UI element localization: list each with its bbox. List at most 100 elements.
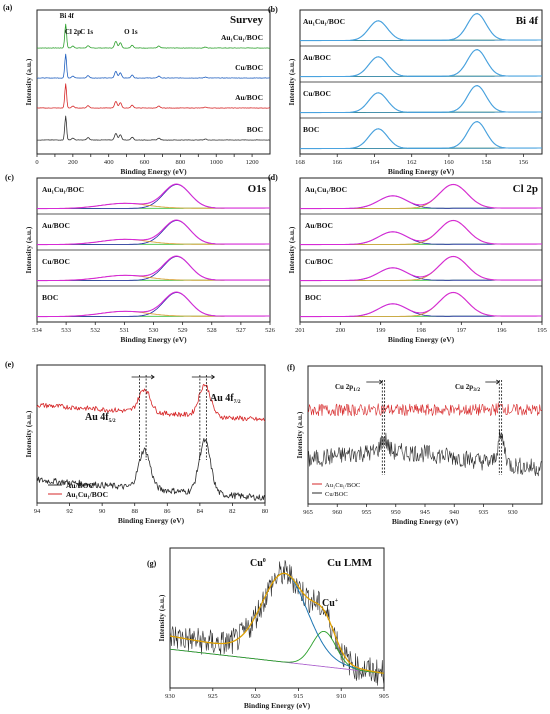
panel-d-cl2p: 201 200 199 198 197 196 195 Binding Energy (eV)…: [268, 173, 547, 344]
peak-annotation: Bi 4f: [60, 12, 75, 20]
series-label: Cu/BOC: [42, 257, 70, 266]
series-line: [307, 430, 542, 477]
panel-letter: (e): [5, 360, 14, 369]
fit-envelope: [37, 255, 270, 282]
peak-annotation: Au 4f7/2: [210, 393, 241, 405]
panel-e-au4f: 94 92 90 88 86 84 82 80 Binding Energy (eV) Inten…: [5, 360, 268, 525]
peak-annotation: Cu+: [322, 598, 339, 609]
y-axis-label: Intensity (a.u.): [287, 58, 296, 105]
x-tick-label: 1000: [210, 159, 223, 166]
fit-envelope: [169, 572, 384, 674]
x-tick-label: 940: [449, 509, 459, 516]
peak-annotation: Cl 2p: [65, 28, 81, 36]
fit-envelope: [300, 219, 542, 246]
x-tick-label: 526: [265, 327, 276, 334]
x-tick-label: 965: [303, 509, 313, 516]
peak-annotation: Cu0: [250, 558, 266, 569]
shift-arrow: [366, 379, 384, 385]
fit-envelope: [300, 255, 542, 282]
x-tick-label: 400: [104, 159, 114, 166]
x-tick-label: 199: [376, 327, 386, 334]
panel-letter: (f): [287, 363, 295, 372]
x-tick-label: 164: [370, 159, 381, 166]
x-tick-label: 950: [391, 509, 401, 516]
x-tick-label: 168: [295, 159, 305, 166]
series-label: BOC: [305, 293, 321, 302]
series-label: Au/BOC: [235, 93, 263, 102]
fit-envelope: [300, 291, 542, 318]
x-tick-label: 158: [481, 159, 491, 166]
x-tick-label: 94: [34, 508, 41, 515]
x-tick-label: 201: [295, 327, 305, 334]
x-tick-label: 82: [229, 508, 236, 515]
peak-annotation: Cu 2p3/2: [455, 383, 480, 393]
x-tick-label: 930: [508, 509, 518, 516]
component-peak: [169, 630, 384, 674]
plot-frame: [36, 9, 271, 155]
component-peak: [300, 85, 542, 113]
x-axis-label: Binding Energy (eV): [120, 167, 187, 176]
fit-envelope: [300, 183, 542, 210]
x-tick-label: 84: [197, 508, 204, 515]
x-tick-label: 533: [61, 327, 71, 334]
peak-annotation: Cu 2p1/2: [335, 383, 360, 393]
x-axis-label: Binding Energy (eV): [244, 701, 311, 710]
component-peak: [300, 49, 542, 77]
series-label: BOC: [303, 125, 319, 134]
fit-envelope: [300, 121, 542, 150]
panel-g-culmm: 930 925 920 915 910 905 Binding Energy (eV) Int…: [147, 547, 389, 710]
series-line: [37, 115, 271, 141]
series-line: [307, 402, 543, 417]
panel-c-o1s: 534 533 532 531 530 529 528 527 526 Binding Energ…: [5, 173, 276, 344]
fit-envelope: [37, 219, 270, 246]
x-tick-label: 156: [519, 159, 530, 166]
x-axis-label: Binding Energy (eV): [120, 335, 187, 344]
y-axis-label: Intensity (a.u.): [287, 226, 296, 273]
series-label: Au₁Cu₁/BOC: [305, 185, 347, 194]
plot-frame: [169, 547, 385, 689]
plot-frame: [36, 364, 266, 504]
panel-letter: (g): [147, 559, 157, 568]
panel-letter: (d): [268, 173, 278, 182]
x-tick-label: 198: [416, 327, 426, 334]
series-label: Au/BOC: [305, 221, 333, 230]
y-axis-label: Intensity (a.u.): [295, 411, 304, 458]
series-label: Au₁Cu₁/BOC: [303, 17, 345, 26]
x-axis-label: Binding Energy (eV): [392, 517, 459, 526]
x-tick-label: 915: [294, 693, 304, 700]
series-label: Au/BOC: [303, 53, 331, 62]
fit-envelope: [37, 291, 270, 318]
x-axis-label: Binding Energy (eV): [388, 167, 455, 176]
component-peak: [37, 220, 270, 245]
y-axis-label: Intensity (a.u.): [157, 594, 166, 641]
series-label: Au₁Cu₁/BOC: [42, 185, 84, 194]
component-peak: [300, 128, 542, 149]
x-axis-label: Binding Energy (eV): [118, 516, 185, 525]
panel-a-survey: 0 200 400 600 800 1000 1200 Binding Energy (eV)…: [3, 3, 271, 176]
x-tick-label: 532: [90, 327, 100, 334]
x-tick-label: 527: [236, 327, 247, 334]
x-tick-label: 600: [140, 159, 150, 166]
raw-spectrum: [169, 560, 384, 686]
x-tick-label: 196: [497, 327, 508, 334]
peak-annotation: C 1s: [80, 28, 93, 36]
legend-label: Au₁Cu₁/BOC: [66, 490, 108, 499]
x-tick-label: 960: [332, 509, 342, 516]
panel-b-bi4f: 168 166 164 162 160 158 156 Binding Energy (eV)…: [268, 5, 543, 176]
x-tick-label: 162: [407, 159, 417, 166]
x-tick-label: 166: [332, 159, 343, 166]
y-axis-label: Intensity (a.u.): [24, 226, 33, 273]
x-tick-label: 200: [68, 159, 78, 166]
x-tick-label: 534: [32, 327, 43, 334]
series-label: Cu/BOC: [303, 89, 331, 98]
x-tick-label: 200: [335, 327, 345, 334]
x-tick-label: 955: [362, 509, 372, 516]
x-tick-label: 530: [149, 327, 159, 334]
shift-arrow: [485, 379, 501, 385]
fit-envelope: [300, 49, 542, 78]
x-tick-label: 0: [35, 159, 38, 166]
series-label: Cu/BOC: [235, 63, 263, 72]
y-axis-label: Intensity (a.u.): [24, 410, 33, 457]
shift-arrow: [191, 374, 216, 380]
